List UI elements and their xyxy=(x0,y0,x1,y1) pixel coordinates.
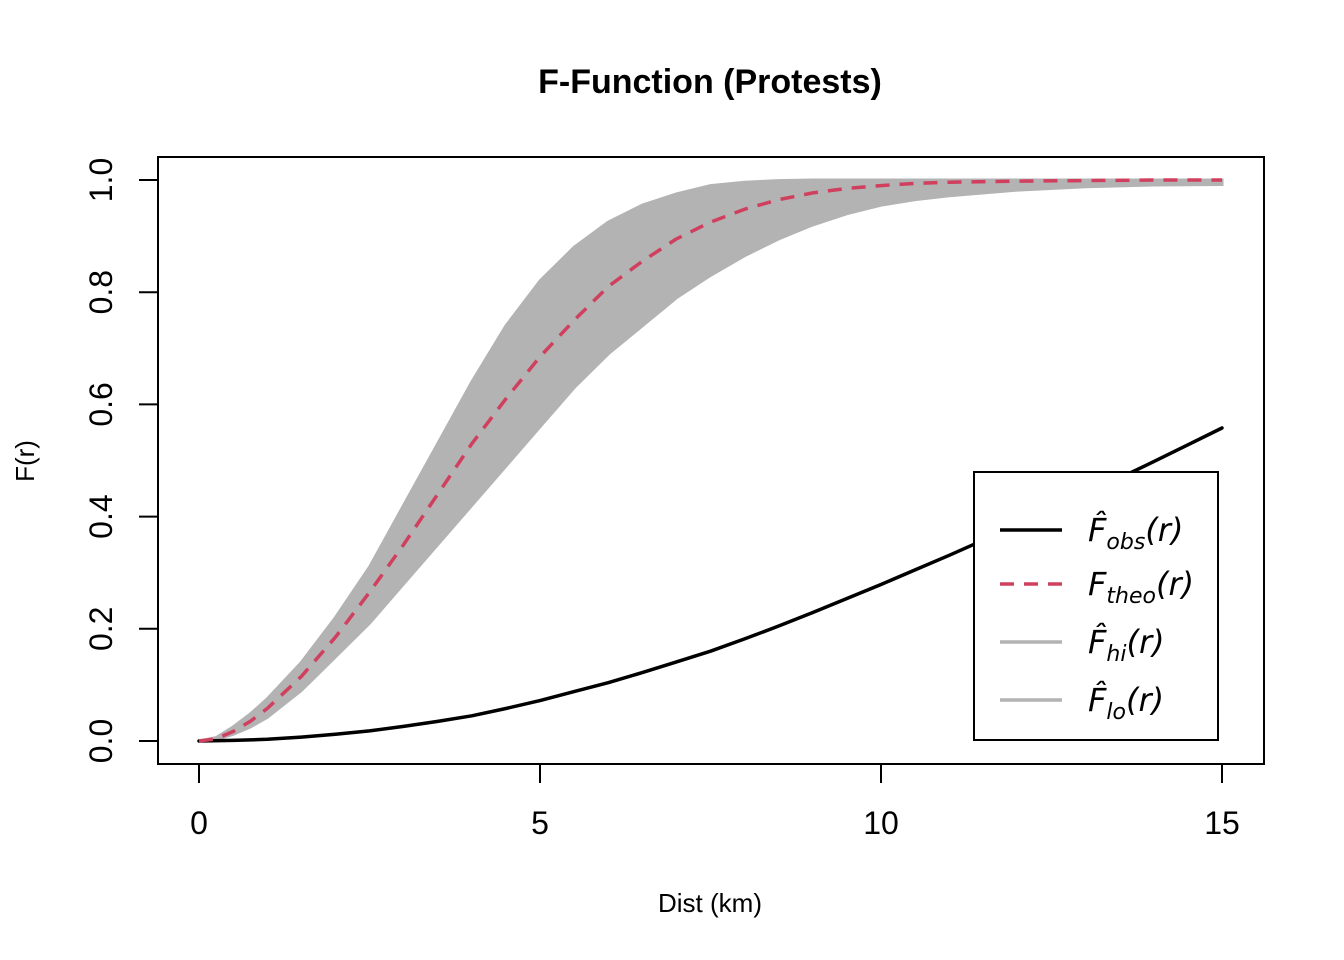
series-line-theo xyxy=(198,178,1222,743)
x-tick-label: 10 xyxy=(863,805,899,841)
legend-label: F̂lo(r) xyxy=(1088,681,1164,725)
y-tick-label: 0.6 xyxy=(83,382,119,426)
legend-label: F̂obs(r) xyxy=(1088,511,1183,555)
y-tick-label: 1.0 xyxy=(83,158,119,202)
legend-box xyxy=(973,471,1219,741)
y-tick-label: 0.0 xyxy=(83,719,119,763)
x-axis-label: Dist (km) xyxy=(658,888,762,918)
y-tick-label: 0.4 xyxy=(83,494,119,538)
chart-title: F-Function (Protests) xyxy=(538,63,882,101)
x-tick-label: 15 xyxy=(1204,805,1240,841)
x-tick-label: 0 xyxy=(190,805,208,841)
y-tick-label: 0.2 xyxy=(83,607,119,651)
y-axis: 0.0 0.2 0.4 0.6 0.8 1.0 xyxy=(83,158,159,763)
y-axis-label: F(r) xyxy=(10,440,40,482)
x-axis: 0 5 10 15 xyxy=(190,763,1240,841)
legend-label: Ftheo(r) xyxy=(1088,565,1194,609)
legend-label: F̂hi(r) xyxy=(1088,623,1165,667)
y-tick-label: 0.8 xyxy=(83,270,119,314)
legend: F̂obs(r) Ftheo(r) F̂hi(r) F̂lo(r) xyxy=(973,471,1219,741)
envelope-band xyxy=(198,178,1224,743)
x-tick-label: 5 xyxy=(531,805,549,841)
